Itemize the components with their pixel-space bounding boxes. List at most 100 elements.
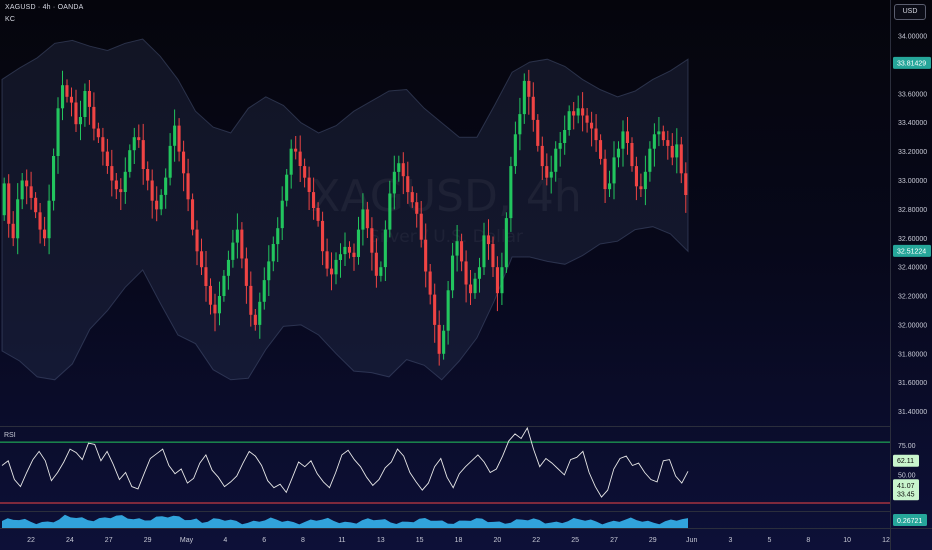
candle-body <box>195 229 199 252</box>
candle <box>527 69 531 115</box>
rsi-tick-label: 75.00 <box>898 443 916 450</box>
candle <box>155 186 159 222</box>
candle-body <box>599 140 603 159</box>
candle-body <box>222 275 226 296</box>
candle-body <box>500 267 504 294</box>
rsi-label[interactable]: RSI <box>4 432 16 439</box>
candle-body <box>294 148 298 152</box>
candle-body <box>38 212 42 230</box>
candle-body <box>132 137 136 151</box>
candle-body <box>549 171 553 178</box>
symbol-title[interactable]: XAGUSD · 4h · OANDA <box>5 4 84 11</box>
candle-body <box>182 151 186 174</box>
candle-body <box>392 171 396 194</box>
candle-body <box>312 192 316 208</box>
candle-body <box>119 189 123 193</box>
time-tick-label: 29 <box>649 537 657 544</box>
candle-body <box>258 301 262 325</box>
candle-body <box>581 108 585 116</box>
candle-body <box>590 122 594 129</box>
price-axis[interactable]: 34.0000033.8000033.6000033.4000033.20000… <box>893 34 931 417</box>
candle <box>473 272 477 299</box>
price-tick-label: 34.00000 <box>898 34 927 41</box>
candle <box>83 83 87 127</box>
candle <box>347 241 351 259</box>
time-tick-label: 27 <box>105 537 113 544</box>
candle-body <box>473 278 477 294</box>
candle <box>65 79 69 103</box>
candle-body <box>567 111 571 130</box>
candle <box>356 216 360 265</box>
candle <box>128 144 132 178</box>
candle-body <box>442 330 446 354</box>
candle-body <box>52 156 56 201</box>
candle <box>164 168 168 209</box>
candle <box>105 138 109 174</box>
candle <box>200 238 204 275</box>
candle-body <box>173 125 177 146</box>
candle-body <box>513 134 517 167</box>
time-tick-label: 22 <box>532 537 540 544</box>
candle-body <box>464 261 468 285</box>
candle-body <box>643 171 647 190</box>
candle-body <box>65 85 69 97</box>
rsi-badge-label: 33.45 <box>897 492 915 499</box>
candle <box>235 213 239 259</box>
candle <box>590 111 594 147</box>
candle-body <box>670 145 674 158</box>
candle <box>321 211 325 266</box>
candle-body <box>110 166 114 181</box>
time-tick-label: 13 <box>377 537 385 544</box>
candle-body <box>244 258 248 286</box>
candle-body <box>415 202 419 214</box>
candle <box>262 267 266 310</box>
candle <box>639 173 643 197</box>
candle <box>379 261 383 282</box>
candle <box>240 222 244 269</box>
candle-body <box>200 251 204 268</box>
candle-body <box>204 267 208 286</box>
candle <box>365 201 369 238</box>
candle <box>513 121 517 174</box>
time-tick-label: 24 <box>66 537 74 544</box>
candle-body <box>608 183 612 190</box>
volume-badge-label: 0.26721 <box>897 518 922 525</box>
candle <box>7 174 11 238</box>
candle-body <box>370 228 374 253</box>
candle <box>150 169 154 219</box>
time-tick-label: 4 <box>223 537 227 544</box>
candle-body <box>123 171 127 192</box>
candle <box>608 170 612 197</box>
candle-body <box>7 183 11 224</box>
candle <box>370 217 374 271</box>
candle-body <box>361 209 365 230</box>
candle <box>191 193 195 236</box>
candle-body <box>213 304 217 314</box>
time-axis[interactable]: 22 24 27 29 May 4 6 8 11 13 15 18 20 22 25 27 29 Jun 3 5 8 10… <box>27 537 890 544</box>
candle <box>307 166 311 210</box>
candle-body <box>509 166 513 219</box>
candle-body <box>43 229 47 239</box>
candle-body <box>101 137 105 152</box>
candle <box>392 155 396 210</box>
candle <box>334 252 338 285</box>
indicator-label-kc[interactable]: KC <box>5 16 16 23</box>
candle <box>410 186 414 208</box>
volume-axis[interactable]: 0.26721 <box>893 514 927 526</box>
candle <box>132 127 136 164</box>
candle <box>504 212 508 273</box>
candle-body <box>469 284 473 294</box>
rsi-axis[interactable]: 75.00 50.00 62.11 41.07 33.45 <box>893 443 919 501</box>
price-badge: 33.81429 <box>893 56 931 69</box>
candle-body <box>150 180 154 201</box>
candle <box>383 220 387 281</box>
candle <box>119 178 123 210</box>
candle-body <box>20 180 24 200</box>
candle-body <box>495 267 499 294</box>
time-tick-label: May <box>180 537 194 544</box>
candle <box>500 252 504 305</box>
watermark-symbol: XAGUSD, 4h <box>310 171 581 222</box>
candle <box>78 100 82 141</box>
currency-button[interactable]: USD <box>894 4 926 20</box>
